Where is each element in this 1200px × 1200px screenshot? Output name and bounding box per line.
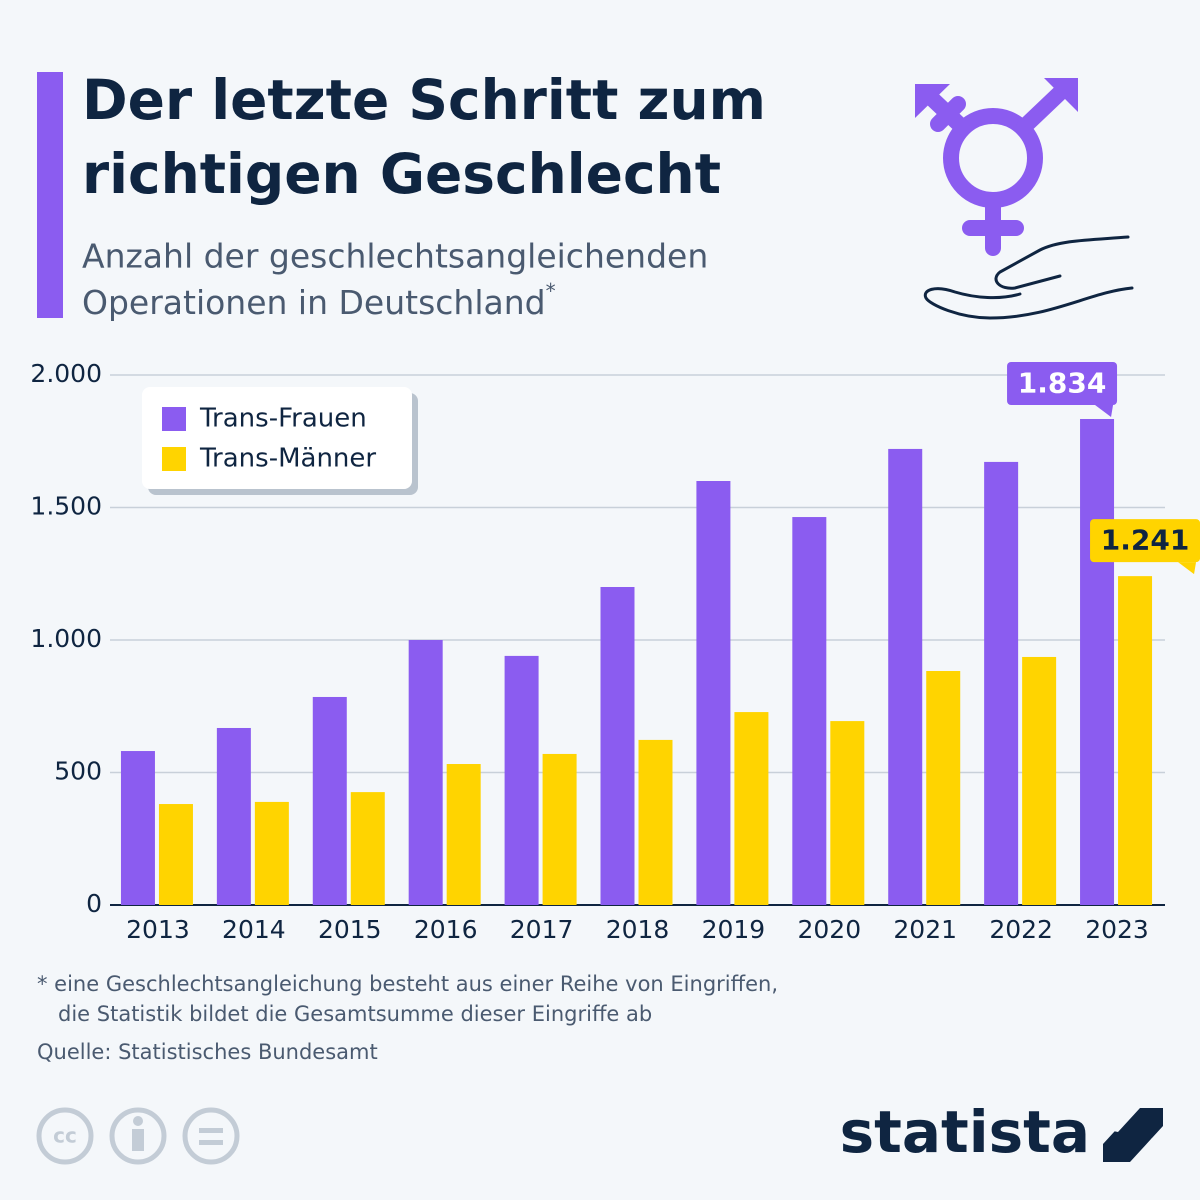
legend-swatch: [162, 407, 186, 431]
brand: statista: [840, 1098, 1090, 1166]
accent-bar: [37, 72, 63, 318]
y-tick-label: 1.000: [30, 624, 102, 653]
x-tick-label: 2019: [702, 915, 766, 944]
bar: [792, 517, 827, 905]
x-tick-label: 2023: [1085, 915, 1149, 944]
bar: [1080, 418, 1115, 905]
legend-label: Trans-Frauen: [199, 404, 367, 434]
legend-box: [142, 387, 412, 489]
arrow-head: [915, 84, 950, 118]
bar: [312, 696, 347, 905]
x-tick-label: 2013: [126, 915, 190, 944]
hand-icon: [923, 235, 1134, 320]
title-line: Der letzte Schritt zum: [82, 68, 766, 132]
callout-box: [1090, 519, 1200, 563]
x-tick-label: 2020: [798, 915, 862, 944]
bar: [1022, 656, 1057, 905]
bar: [734, 712, 769, 905]
bar: [446, 764, 481, 905]
y-tick-label: 1.500: [30, 492, 102, 521]
bar: [350, 792, 385, 905]
bar: [254, 801, 289, 905]
callout-pointer: [1178, 562, 1197, 575]
callout-box: [1007, 361, 1118, 405]
bar: [216, 727, 251, 905]
subtitle-marker: *: [546, 279, 556, 303]
x-tick-label: 2017: [510, 915, 574, 944]
x-tick-label: 2014: [222, 915, 286, 944]
bar: [120, 751, 155, 905]
brand-mark-cut: [1108, 1108, 1163, 1162]
bar: [926, 671, 961, 905]
x-tick-label: 2022: [989, 915, 1053, 944]
bar: [696, 481, 731, 905]
bar: [830, 721, 865, 905]
x-tick-label: 2018: [606, 915, 670, 944]
bar: [888, 448, 923, 905]
cc-glyph: cc: [53, 1124, 77, 1148]
bar: [158, 804, 193, 905]
bar: [542, 753, 577, 905]
value-label: 1.834: [1018, 366, 1107, 399]
x-tick-label: 2015: [318, 915, 382, 944]
bar: [638, 739, 673, 905]
callout-pointer: [1095, 404, 1114, 417]
x-tick-label: 2021: [893, 915, 957, 944]
bar: [504, 655, 539, 905]
y-tick-label: 500: [54, 757, 102, 786]
legend-label: Trans-Männer: [199, 444, 376, 474]
y-tick-label: 0: [86, 889, 102, 918]
footnote-line: * eine Geschlechtsangleichung besteht au…: [37, 972, 778, 996]
footnote-line: die Statistik bildet die Gesamtsumme die…: [58, 1002, 652, 1026]
bar: [1118, 576, 1153, 905]
value-label: 1.241: [1101, 524, 1190, 557]
bar: [600, 587, 635, 905]
source: Quelle: Statistisches Bundesamt: [37, 1040, 378, 1064]
legend-swatch: [162, 447, 186, 471]
arrow-head: [1044, 78, 1078, 112]
subtitle-text: Operationen in Deutschland: [82, 283, 546, 322]
title-line: richtigen Geschlecht: [82, 142, 721, 206]
trans-icon: [917, 80, 1073, 256]
bar: [984, 461, 1019, 905]
license-icons: [36, 1107, 240, 1165]
license-glyphs: [132, 1116, 223, 1151]
y-tick-label: 2.000: [30, 359, 102, 388]
bar: [408, 640, 443, 905]
subtitle-line: Anzahl der geschlechtsangleichenden: [82, 237, 708, 276]
brand-mark: [1103, 1108, 1163, 1162]
subtitle-line: Operationen in Deutschland*: [82, 279, 556, 322]
x-tick-label: 2016: [414, 915, 478, 944]
